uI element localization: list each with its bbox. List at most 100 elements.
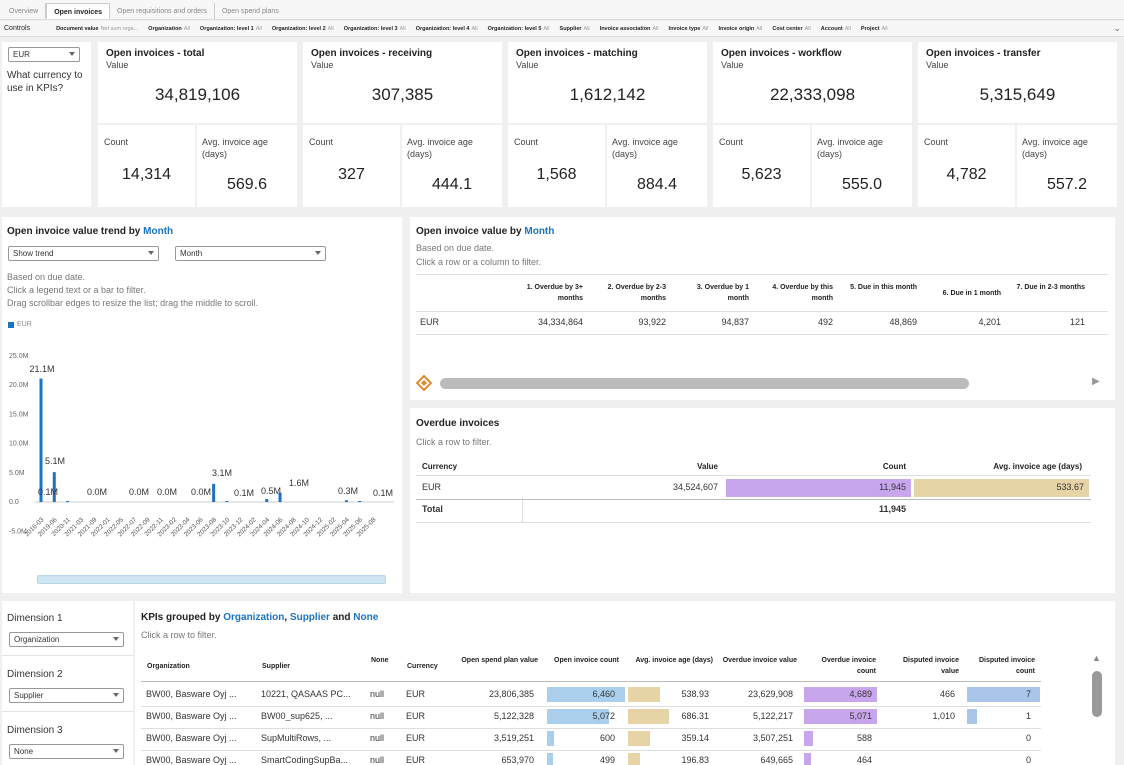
period-select[interactable]: Month <box>175 246 326 261</box>
column-header[interactable]: Disputed invoice value <box>902 657 959 675</box>
tab-open-invoices[interactable]: Open invoices <box>46 3 111 19</box>
cell-age[interactable]: 533.67 <box>1056 482 1084 492</box>
cell-value[interactable]: 94,837 <box>721 317 749 327</box>
grouped-d3-link[interactable]: None <box>353 612 379 623</box>
chart-bar[interactable] <box>39 378 43 502</box>
cell-value[interactable]: 121 <box>1069 317 1085 327</box>
cell-value[interactable]: 4,201 <box>978 317 1001 327</box>
filter-4[interactable]: Organization: level 3 All <box>344 26 406 32</box>
filter-1[interactable]: Organization All <box>148 26 190 32</box>
kpi-age-card[interactable]: Avg. invoice age (days) 557.2 <box>1017 125 1117 207</box>
kpi-card[interactable]: Open invoices - transfer Value 5,315,649 <box>918 42 1117 123</box>
cell-count[interactable]: 11,945 <box>879 482 906 492</box>
cell-value[interactable]: 492 <box>817 317 833 327</box>
column-header[interactable]: 7. Due in 2-3 months <box>1016 284 1085 291</box>
chart-bar[interactable] <box>344 500 348 502</box>
cell-value[interactable]: 34,334,864 <box>537 317 583 327</box>
cell-dvalue: 466 <box>939 689 955 699</box>
column-header[interactable]: Open spend plan value <box>461 657 538 664</box>
chevron-down-icon[interactable]: ⌄ <box>1113 23 1121 33</box>
column-header[interactable]: Currency <box>407 663 438 670</box>
table-row[interactable]: BW00, Basware Oyj ... BW00_sup625, ... nul… <box>135 707 1045 729</box>
scroll-up-icon[interactable]: ▲ <box>1092 653 1101 663</box>
column-header[interactable]: Organization <box>147 663 190 670</box>
kpi-age-card[interactable]: Avg. invoice age (days) 569.6 <box>197 125 297 207</box>
column-header[interactable]: Count <box>882 462 906 471</box>
grouped-d1-link[interactable]: Organization <box>223 612 285 623</box>
table-row[interactable]: BW00, Basware Oyj ... SmartCodingSupBa...… <box>135 751 1045 765</box>
column-header[interactable]: Overdue invoice count <box>821 657 876 675</box>
tab-open-requisitions[interactable]: Open requisitions and orders <box>110 3 215 19</box>
chart-bar[interactable] <box>212 483 216 502</box>
column-header[interactable]: Currency <box>422 462 458 471</box>
vertical-scrollbar[interactable] <box>1092 671 1102 717</box>
chart-bar[interactable] <box>225 501 229 502</box>
currency-select[interactable]: EUR <box>8 47 80 62</box>
kpi-age-card[interactable]: Avg. invoice age (days) 444.1 <box>402 125 502 207</box>
chart-bar[interactable] <box>278 492 282 502</box>
due-dimension-link[interactable]: Month <box>524 226 555 237</box>
trend-dimension-link[interactable]: Month <box>143 226 174 237</box>
column-header[interactable]: 2. Overdue by 2-3 months <box>607 284 666 302</box>
column-header[interactable]: Avg. invoice age (days) <box>993 462 1082 471</box>
column-header[interactable]: Open invoice count <box>554 657 619 664</box>
grouped-d2-link[interactable]: Supplier <box>289 612 330 623</box>
kpi-card[interactable]: Open invoices - receiving Value 307,385 <box>303 42 502 123</box>
chart-bar[interactable] <box>265 499 269 502</box>
chart-legend[interactable]: EUR <box>8 321 32 328</box>
chart-bar[interactable] <box>358 501 362 502</box>
column-header[interactable]: None <box>371 657 389 664</box>
filter-10[interactable]: Invoice origin All <box>718 26 762 32</box>
tab-open-spend-plans[interactable]: Open spend plans <box>221 8 279 15</box>
column-header[interactable]: Value <box>697 462 718 471</box>
column-header[interactable]: Disputed invoice count <box>978 657 1035 675</box>
kpi-count-card[interactable]: Count 5,623 <box>713 125 810 207</box>
column-header[interactable]: 6. Due in 1 month <box>942 290 1001 297</box>
kpi-card[interactable]: Open invoices - total Value 34,819,106 <box>98 42 297 123</box>
tab-overview[interactable]: Overview <box>2 3 47 19</box>
filter-11[interactable]: Cost center All <box>772 26 810 32</box>
column-header[interactable]: 4. Overdue by this month <box>772 284 833 302</box>
filter-7[interactable]: Supplier All <box>560 26 590 32</box>
filter-13[interactable]: Project All <box>861 26 888 32</box>
dimension-select[interactable]: Organization <box>9 632 124 647</box>
kpi-card[interactable]: Open invoices - matching Value 1,612,142 <box>508 42 707 123</box>
cell-currency[interactable]: EUR <box>422 482 442 492</box>
filter-12[interactable]: Account All <box>821 26 851 32</box>
dimension-select[interactable]: None <box>9 744 124 759</box>
horizontal-scrollbar[interactable] <box>440 378 969 389</box>
table-row[interactable]: BW00, Basware Oyj ... 10221, QASAAS PC...… <box>135 685 1045 707</box>
kpi-card[interactable]: Open invoices - workflow Value 22,333,098 <box>713 42 912 123</box>
chart-bar[interactable] <box>52 472 56 502</box>
filter-8[interactable]: Invoice association All <box>600 26 659 32</box>
cell-value[interactable]: 34,524,607 <box>672 482 718 492</box>
kpi-age-card[interactable]: Avg. invoice age (days) 884.4 <box>607 125 707 207</box>
filter-6[interactable]: Organization: level 5 All <box>488 26 550 32</box>
chart-range-scrollbar[interactable] <box>37 575 386 584</box>
kpi-count-card[interactable]: Count 327 <box>303 125 400 207</box>
dimension-select[interactable]: Supplier <box>9 688 124 703</box>
kpi-count-card[interactable]: Count 1,568 <box>508 125 605 207</box>
kpi-count-card[interactable]: Count 14,314 <box>98 125 195 207</box>
filter-5[interactable]: Organization: level 4 All <box>416 26 478 32</box>
scroll-right-icon[interactable]: ▶ <box>1092 376 1100 387</box>
filter-0[interactable]: Document value Net sum orga... <box>56 26 138 32</box>
table-row[interactable]: BW00, Basware Oyj ... SupMultiRows, ... nu… <box>135 729 1045 751</box>
legend-label[interactable]: EUR <box>17 321 32 328</box>
chart-bar[interactable] <box>66 501 70 502</box>
scroll-handle-icon[interactable] <box>416 375 432 391</box>
kpi-age-card[interactable]: Avg. invoice age (days) 555.0 <box>812 125 912 207</box>
column-header[interactable]: 1. Overdue by 3+ months <box>526 284 583 302</box>
show-trend-select[interactable]: Show trend <box>8 246 159 261</box>
filter-9[interactable]: Invoice type All <box>669 26 709 32</box>
column-header[interactable]: 3. Overdue by 1 month <box>696 284 749 302</box>
filter-2[interactable]: Organization: level 1 All <box>200 26 262 32</box>
cell-value[interactable]: 93,922 <box>638 317 666 327</box>
column-header[interactable]: Avg. invoice age (days) <box>635 657 713 664</box>
kpi-count-card[interactable]: Count 4,782 <box>918 125 1015 207</box>
column-header[interactable]: 5. Due in this month <box>850 284 917 291</box>
filter-3[interactable]: Organization: level 2 All <box>272 26 334 32</box>
cell-value[interactable]: 48,869 <box>889 317 917 327</box>
column-header[interactable]: Supplier <box>262 663 291 670</box>
column-header[interactable]: Overdue invoice value <box>722 657 797 664</box>
